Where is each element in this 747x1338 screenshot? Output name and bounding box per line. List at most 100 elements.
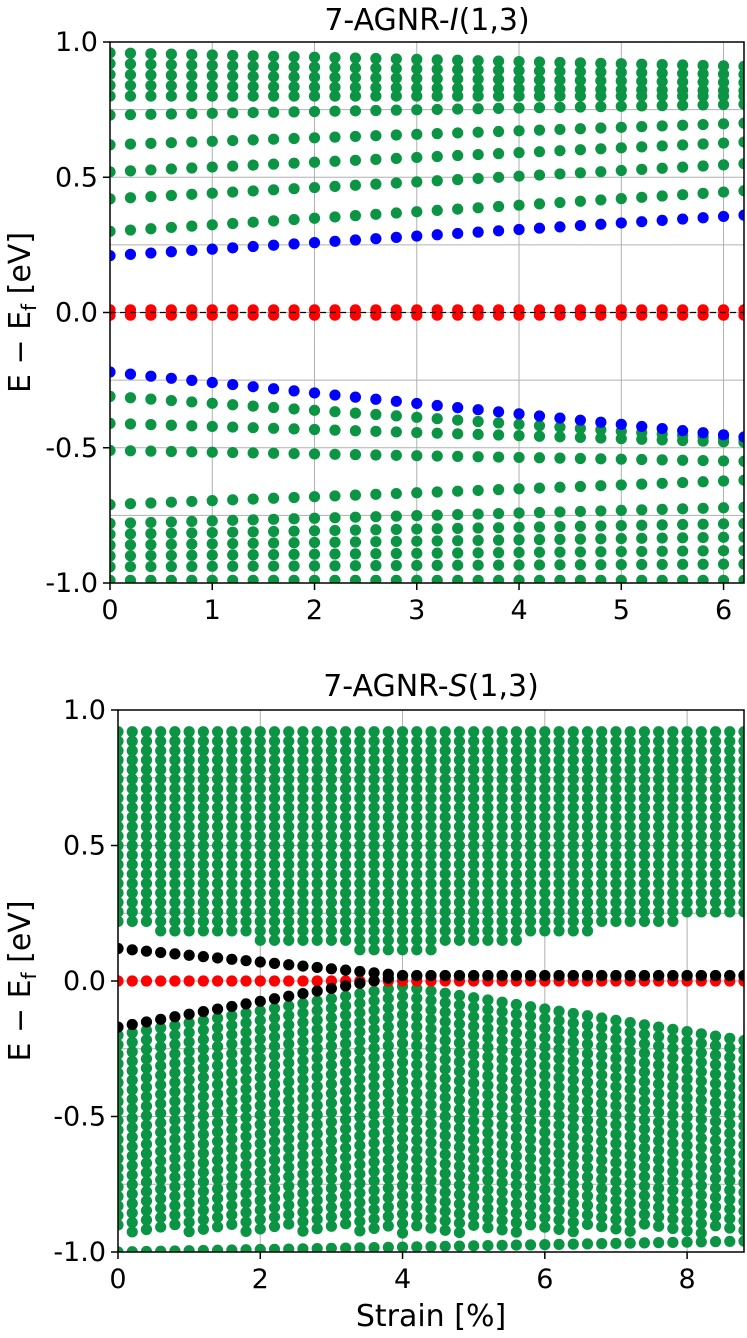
valence-band-point [354, 1026, 366, 1038]
valence-band-point [283, 1180, 295, 1192]
bulk-band-point [288, 548, 300, 560]
conduction-band-point [468, 906, 480, 918]
valence-band-point [510, 1207, 522, 1219]
valence-band-point [183, 1140, 195, 1152]
conduction-band-point [425, 877, 437, 890]
conduction-band-point [183, 849, 195, 861]
bulk-band-point [247, 134, 259, 146]
bulk-band-point [308, 181, 321, 194]
valence-band-point [169, 1105, 181, 1117]
bottom-band-point [268, 1243, 281, 1252]
bulk-band-point [268, 90, 280, 102]
bulk-band-point [206, 397, 218, 409]
valence-band-point [240, 1178, 252, 1190]
bulk-band-point [677, 454, 689, 466]
conduction-band-point [197, 811, 209, 823]
valence-band-point [567, 1226, 579, 1238]
bulk-band-point [554, 74, 566, 86]
conduction-band-point [325, 745, 338, 757]
edge-state-point [681, 969, 693, 982]
flat-band-point [186, 309, 198, 321]
valence-band-point [510, 1093, 522, 1105]
flat-band-point [124, 309, 137, 321]
conduction-band-point [155, 801, 167, 814]
conduction-band-point [667, 811, 679, 823]
conduction-band-point [311, 820, 323, 833]
conduction-band-point [118, 792, 124, 804]
bulk-band-point [329, 71, 341, 83]
bulk-band-point [110, 498, 116, 511]
valence-band-point [297, 997, 309, 1010]
conduction-band-point [724, 820, 736, 833]
bulk-band-point [574, 559, 586, 571]
conduction-band-point [653, 745, 665, 757]
valence-band-point [482, 1051, 494, 1063]
conduction-band-point [411, 887, 423, 899]
conduction-band-point [226, 754, 238, 766]
x-tick-label: 8 [678, 1264, 695, 1295]
valence-band-point [325, 1201, 338, 1213]
conduction-band-point [297, 906, 309, 918]
valence-band-point [496, 1091, 508, 1103]
conduction-band-point [567, 801, 579, 814]
valence-band-point [311, 1071, 323, 1083]
conduction-band-point [354, 773, 366, 785]
conduction-band-point [496, 782, 508, 795]
valence-band-point [240, 1149, 252, 1162]
conduction-band-point [297, 915, 309, 927]
valence-band-point [211, 1126, 224, 1138]
conduction-band-point [496, 868, 508, 880]
conduction-band-point [553, 830, 565, 842]
conduction-band-point [581, 764, 594, 776]
edge-state-point [382, 972, 394, 984]
bulk-band-point [717, 558, 730, 570]
bulk-band-point [165, 69, 177, 81]
conduction-band-point [553, 868, 565, 880]
valence-band-point [596, 1040, 608, 1053]
conduction-band-point [610, 868, 622, 880]
valence-band-point [653, 1173, 665, 1185]
conduction-band-point [226, 735, 238, 747]
conduction-band-point [211, 735, 224, 747]
conduction-band-point [724, 764, 736, 776]
conduction-band-point [581, 820, 594, 833]
conduction-band-point [596, 896, 608, 909]
conduction-band-point [453, 792, 466, 804]
conduction-band-point [539, 820, 551, 833]
edge-state-point [709, 969, 722, 982]
conduction-band-point [738, 906, 744, 918]
conduction-band-point [169, 887, 181, 899]
conduction-band-point [140, 820, 153, 833]
valence-band-point [610, 1100, 622, 1112]
conduction-band-point [382, 925, 394, 937]
conduction-band-point [510, 726, 522, 738]
conduction-band-point [553, 896, 565, 909]
bulk-band-point [656, 100, 668, 112]
valence-band-point [240, 1074, 252, 1086]
conduction-band-point [140, 782, 153, 795]
valence-band-point [169, 1209, 181, 1221]
conduction-band-point [283, 830, 295, 842]
conduction-band-point [468, 877, 480, 890]
edge-state-point [390, 231, 402, 243]
conduction-band-point [667, 906, 679, 918]
conduction-band-point [468, 801, 480, 814]
valence-band-point [496, 996, 508, 1008]
valence-band-point [581, 1105, 594, 1117]
valence-band-point [183, 1112, 195, 1124]
bulk-band-point [452, 508, 464, 521]
conduction-band-point [396, 764, 409, 776]
conduction-band-point [453, 830, 466, 842]
bulk-band-point [431, 90, 443, 102]
bulk-band-point [574, 167, 586, 179]
valence-band-point [553, 1091, 565, 1103]
conduction-band-point [453, 877, 466, 890]
conduction-band-point [340, 830, 352, 842]
edge-state-point [288, 238, 300, 250]
bulk-band-point [288, 90, 300, 102]
valence-band-point [325, 1011, 338, 1024]
valence-band-point [311, 1204, 323, 1216]
valence-band-point [211, 1088, 224, 1100]
conduction-band-point [453, 820, 466, 833]
conduction-band-point [268, 858, 281, 871]
